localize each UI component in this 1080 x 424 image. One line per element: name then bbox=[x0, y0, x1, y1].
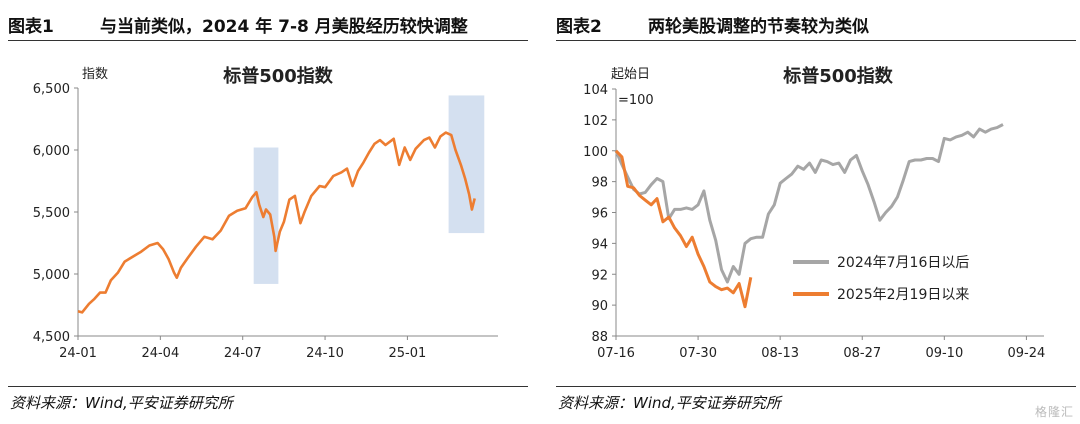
header-rule bbox=[8, 40, 528, 41]
figure-header: 图表1 与当前类似，2024 年 7-8 月美股经历较快调整 bbox=[8, 8, 528, 38]
x-tick-label: 07-30 bbox=[679, 346, 717, 361]
highlight-box-1 bbox=[253, 147, 279, 284]
y-tick-label: 102 bbox=[583, 114, 608, 129]
x-tick-label: 07-16 bbox=[597, 346, 635, 361]
y-tick-label: 4,500 bbox=[33, 330, 70, 345]
series-line bbox=[614, 149, 753, 309]
y-tick-label: 100 bbox=[583, 145, 608, 160]
highlight-box-2 bbox=[448, 95, 485, 234]
y-tick-label: 5,000 bbox=[33, 268, 70, 283]
x-tick-label: 25-01 bbox=[389, 346, 427, 361]
x-tick-label: 24-10 bbox=[306, 346, 344, 361]
figure-header: 图表2 两轮美股调整的节奏较为类似 bbox=[556, 8, 1076, 38]
x-tick-label: 24-04 bbox=[141, 346, 179, 361]
x-tick-label: 24-01 bbox=[59, 346, 97, 361]
x-tick-label: 08-27 bbox=[843, 346, 881, 361]
y-tick-label: 96 bbox=[591, 207, 608, 222]
y-tick-label: 6,000 bbox=[33, 144, 70, 159]
y-tick-label: 98 bbox=[591, 176, 608, 191]
sp500-rebased-chart: 88 90 92 94 96 98 100 102 104 07-16 07-30 08-13 08-2… bbox=[583, 65, 1046, 361]
footer-rule bbox=[8, 386, 528, 387]
chart-title: 标普500指数 bbox=[222, 65, 334, 87]
watermark-logo: 格隆汇 bbox=[1034, 405, 1074, 419]
figure-number: 图表1 bbox=[8, 17, 54, 37]
legend-label: 2024年7月16日以后 bbox=[837, 255, 969, 271]
y-axis-label: 起始日 bbox=[611, 67, 650, 82]
x-tick-label: 09-10 bbox=[925, 346, 963, 361]
y-axis-label-base: =100 bbox=[618, 93, 654, 108]
series-line bbox=[614, 123, 1004, 284]
series-line bbox=[77, 131, 476, 314]
figure-panel-left: 图表1 与当前类似，2024 年 7-8 月美股经历较快调整 4,500 5,00… bbox=[0, 0, 532, 424]
y-tick-label: 90 bbox=[591, 299, 608, 314]
legend-label: 2025年2月19日以来 bbox=[837, 287, 969, 303]
figure-title: 两轮美股调整的节奏较为类似 bbox=[648, 17, 869, 37]
y-tick-label: 5,500 bbox=[33, 206, 70, 221]
header-rule bbox=[556, 40, 1076, 41]
sp500-index-chart: 4,500 5,000 5,500 6,000 6,500 24-01 24-04 24-07… bbox=[33, 65, 498, 361]
source-note: 资料来源：Wind,平安证券研究所 bbox=[10, 394, 233, 412]
y-axis-label: 指数 bbox=[82, 67, 108, 82]
figure-panel-right: 图表2 两轮美股调整的节奏较为类似 88 90 92 94 96 98 100 102 104 0… bbox=[548, 0, 1080, 424]
y-tick-label: 88 bbox=[591, 330, 608, 345]
footer-rule bbox=[556, 386, 1076, 387]
x-tick-label: 08-13 bbox=[761, 346, 799, 361]
figure-title: 与当前类似，2024 年 7-8 月美股经历较快调整 bbox=[100, 17, 468, 37]
source-note: 资料来源：Wind,平安证券研究所 bbox=[558, 394, 781, 412]
y-tick-label: 6,500 bbox=[33, 82, 70, 97]
chart-title: 标普500指数 bbox=[782, 65, 894, 87]
y-tick-label: 94 bbox=[591, 237, 608, 252]
y-tick-label: 92 bbox=[591, 268, 608, 283]
x-tick-label: 09-24 bbox=[1008, 346, 1046, 361]
x-tick-label: 24-07 bbox=[224, 346, 262, 361]
figure-number: 图表2 bbox=[556, 17, 602, 37]
y-tick-label: 104 bbox=[583, 83, 608, 98]
